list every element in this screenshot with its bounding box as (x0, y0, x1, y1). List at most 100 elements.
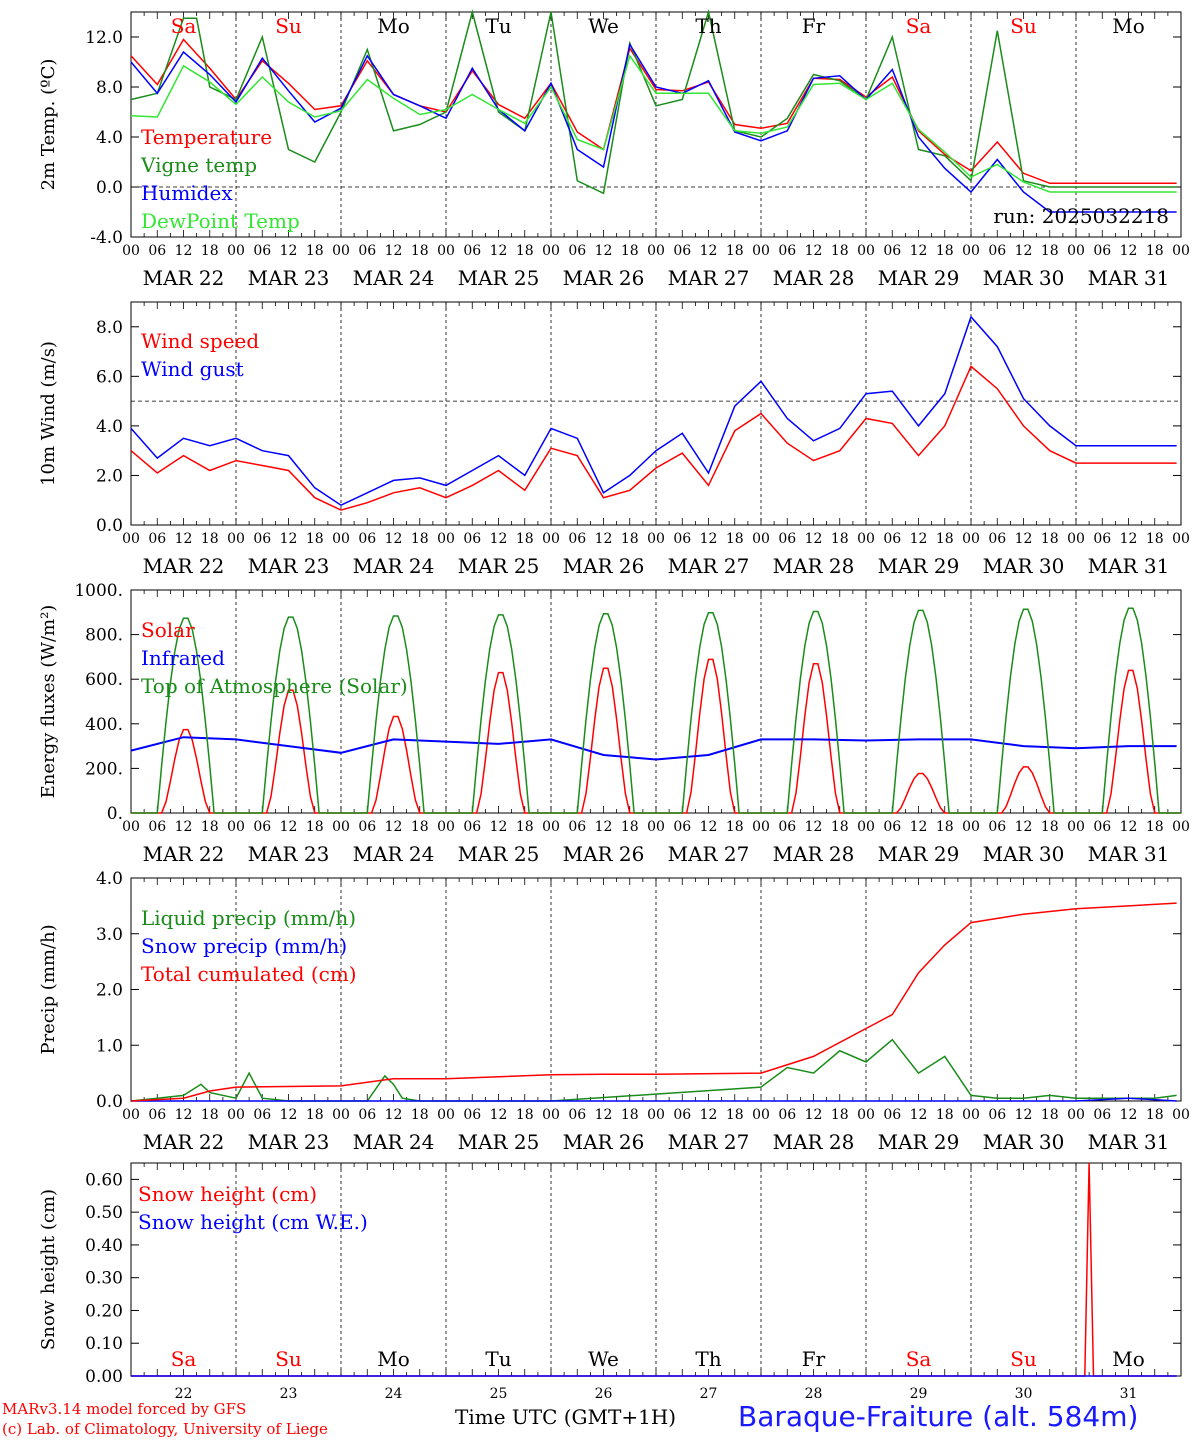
date-label: MAR 25 (458, 842, 540, 866)
y-tick-label: 0.30 (85, 1269, 123, 1289)
date-label: MAR 25 (458, 1130, 540, 1154)
date-label: MAR 23 (248, 266, 330, 290)
hour-tick-label: 06 (463, 1107, 481, 1123)
hour-tick-label: 06 (148, 819, 166, 835)
y-axis-title: Energy fluxes (W/m²) (38, 605, 59, 799)
hour-tick-label: 00 (332, 1107, 350, 1123)
hour-tick-label: 12 (385, 1107, 403, 1123)
hour-tick-label: 12 (280, 531, 298, 547)
hour-tick-label: 06 (1093, 531, 1111, 547)
hour-tick-label: 00 (1172, 243, 1190, 259)
hour-tick-label: 06 (463, 819, 481, 835)
day-of-week-label: Sa (171, 14, 197, 38)
hour-tick-label: 18 (621, 243, 639, 259)
date-label: MAR 22 (143, 1130, 225, 1154)
day-of-week-label: Su (275, 14, 302, 38)
y-axis-title: 2m Temp. (ºC) (38, 59, 59, 191)
hour-tick-label: 06 (253, 243, 271, 259)
hour-tick-label: 00 (437, 819, 455, 835)
hour-tick-label: 06 (568, 819, 586, 835)
hour-tick-label: 12 (1015, 531, 1033, 547)
hour-tick-label: 06 (778, 1107, 796, 1123)
hour-tick-label: 12 (280, 819, 298, 835)
hour-tick-label: 00 (962, 1107, 980, 1123)
hour-tick-label: 00 (227, 1107, 245, 1123)
hour-tick-label: 18 (1146, 243, 1164, 259)
hour-tick-label: 18 (1146, 1107, 1164, 1123)
hour-tick-label: 06 (1093, 1107, 1111, 1123)
series-line-vigne-temp (130, 9, 1177, 195)
series-line-infrared (130, 736, 1177, 761)
hour-tick-label: 06 (568, 1107, 586, 1123)
series-line-snow-precip-mm-h- (131, 1097, 1177, 1102)
hour-tick-label: 06 (358, 531, 376, 547)
hour-tick-label: 18 (411, 1107, 429, 1123)
hour-tick-label: 12 (385, 819, 403, 835)
y-tick-label: 0.50 (85, 1203, 123, 1223)
date-label: MAR 24 (353, 554, 435, 578)
day-of-week-label: Th (695, 14, 721, 38)
date-label: MAR 24 (353, 842, 435, 866)
day-of-week-label: Tu (485, 14, 511, 38)
y-axis-title: Precip (mm/h) (38, 924, 59, 1054)
series-line-wind-speed (130, 365, 1177, 511)
date-label: MAR 26 (563, 266, 645, 290)
date-label: MAR 28 (773, 266, 855, 290)
hour-tick-label: 12 (910, 1107, 928, 1123)
hour-tick-label: 00 (332, 243, 350, 259)
hour-tick-label: 18 (831, 531, 849, 547)
model-credit: MARv3.14 model forced by GFS (2, 1400, 247, 1418)
hour-tick-label: 12 (1120, 1107, 1138, 1123)
hour-tick-label: 00 (542, 531, 560, 547)
legend-entry: Top of Atmosphere (Solar) (141, 674, 408, 698)
date-label: MAR 30 (983, 554, 1065, 578)
date-label: MAR 28 (773, 1130, 855, 1154)
date-label: MAR 26 (563, 554, 645, 578)
hour-tick-label: 18 (306, 819, 324, 835)
hour-tick-label: 12 (805, 531, 823, 547)
day-number-label: 30 (1015, 1386, 1033, 1400)
hour-tick-label: 06 (1093, 243, 1111, 259)
station-title: Baraque-Fraiture (alt. 584m) (738, 1400, 1139, 1433)
hour-tick-label: 18 (621, 1107, 639, 1123)
day-number-label: 31 (1120, 1386, 1138, 1400)
day-number-label: 26 (595, 1386, 613, 1400)
hour-tick-label: 00 (647, 531, 665, 547)
hour-tick-label: 12 (280, 243, 298, 259)
hour-tick-label: 00 (1067, 243, 1085, 259)
panel-1: -4.0 0.0 4.0 8.0 12.0 2m Temp. (ºC) Temperatur… (38, 9, 1190, 290)
date-label: MAR 29 (878, 1130, 960, 1154)
hour-tick-label: 12 (595, 1107, 613, 1123)
hour-tick-label: 06 (358, 819, 376, 835)
hour-tick-label: 00 (857, 1107, 875, 1123)
date-label: MAR 29 (878, 842, 960, 866)
hour-tick-label: 18 (411, 531, 429, 547)
y-tick-label: 0.60 (85, 1170, 123, 1190)
hour-tick-label: 06 (673, 1107, 691, 1123)
date-label: MAR 30 (983, 266, 1065, 290)
hour-tick-label: 18 (411, 243, 429, 259)
hour-tick-label: 06 (673, 531, 691, 547)
legend-entry: Snow precip (mm/h) (141, 934, 347, 958)
hour-tick-label: 06 (988, 531, 1006, 547)
hour-tick-label: 18 (831, 819, 849, 835)
hour-tick-label: 18 (936, 1107, 954, 1123)
panel-3: 0. 200. 400. 600. 800. 1000. Energy fluxes (W/… (38, 581, 1190, 866)
day-of-week-label: Su (275, 1347, 302, 1371)
day-of-week-label: Sa (906, 1347, 932, 1371)
hour-tick-label: 18 (831, 243, 849, 259)
date-label: MAR 22 (143, 266, 225, 290)
hour-tick-label: 00 (227, 819, 245, 835)
hour-tick-label: 06 (988, 243, 1006, 259)
hour-tick-label: 00 (1067, 819, 1085, 835)
day-of-week-label: Mo (1112, 1347, 1145, 1371)
hour-tick-label: 06 (463, 531, 481, 547)
date-label: MAR 22 (143, 842, 225, 866)
y-tick-label: 0. (107, 804, 123, 824)
hour-tick-label: 00 (857, 819, 875, 835)
hour-tick-label: 00 (752, 819, 770, 835)
hour-tick-label: 18 (516, 531, 534, 547)
hour-tick-label: 06 (778, 819, 796, 835)
hour-tick-label: 12 (700, 531, 718, 547)
day-number-label: 24 (385, 1386, 403, 1400)
